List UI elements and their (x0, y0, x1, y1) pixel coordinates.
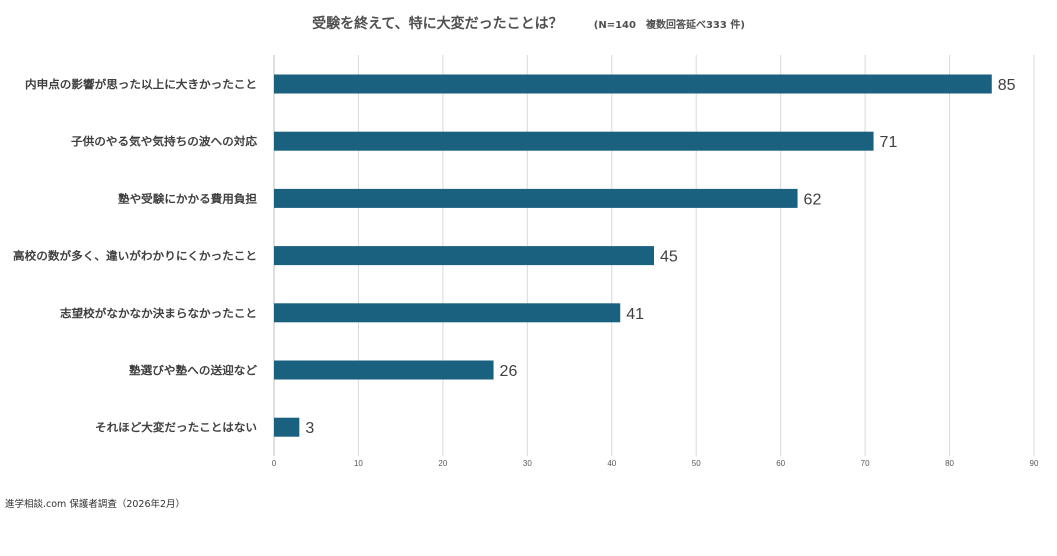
bar (274, 360, 494, 380)
bar (274, 246, 654, 266)
x-tick-label: 40 (607, 459, 616, 468)
data-label: 62 (804, 191, 822, 208)
x-tick-label: 70 (861, 459, 870, 468)
data-label: 26 (500, 363, 518, 380)
x-tick-label: 10 (354, 459, 363, 468)
bar (274, 188, 798, 208)
category-label: 塾や受験にかかる費用負担 (118, 191, 257, 205)
x-tick-label: 60 (776, 459, 785, 468)
x-tick-label: 80 (945, 459, 954, 468)
category-label: 塾選びや塾への送迎など (129, 363, 257, 377)
bar (274, 131, 874, 151)
category-label: それほど大変だったことはない (95, 420, 257, 434)
chart-title: 受験を終えて、特に大変だったことは？ (312, 16, 563, 32)
bar (274, 74, 992, 94)
x-tick-label: 0 (272, 459, 277, 468)
data-label: 85 (998, 77, 1016, 94)
chart-subtitle: (N=140 複数回答延べ333 件) (593, 20, 745, 31)
x-tick-label: 30 (523, 459, 532, 468)
chart-title-area: 受験を終えて、特に大変だったことは？ (N=140 複数回答延べ333 件) (0, 13, 1057, 33)
bar (274, 417, 300, 437)
x-tick-label: 50 (692, 459, 701, 468)
category-label: 内申点の影響が思った以上に大きかったこと (25, 77, 257, 91)
x-tick-label: 90 (1030, 459, 1039, 468)
source-note: 進学相談.com 保護者調査（2026年2月） (5, 499, 186, 510)
category-label: 志望校がなかなか決まらなかったこと (60, 306, 257, 320)
data-label: 3 (305, 420, 314, 437)
data-label: 71 (880, 134, 898, 151)
bar (274, 303, 621, 323)
data-label: 45 (660, 249, 678, 266)
x-tick-label: 20 (438, 459, 447, 468)
category-label: 高校の数が多く、違いがわかりにくかったこと (13, 249, 257, 263)
data-label: 41 (626, 306, 644, 323)
category-label: 子供のやる気や気持ちの波への対応 (71, 134, 257, 148)
